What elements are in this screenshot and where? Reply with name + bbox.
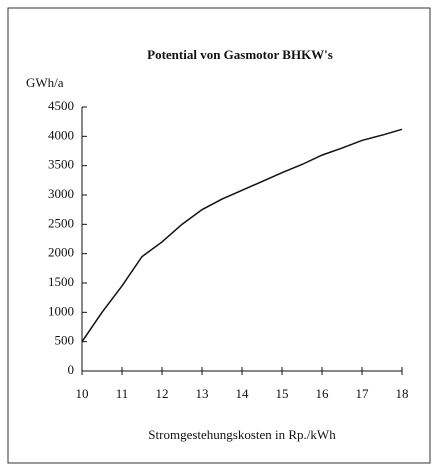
y-tick-label: 2500 <box>48 215 74 230</box>
y-tick-label: 1500 <box>48 274 74 289</box>
x-tick-label: 17 <box>356 386 370 401</box>
x-tick-label: 12 <box>156 386 169 401</box>
y-axis-label: GWh/a <box>26 75 64 90</box>
x-tick-label: 11 <box>116 386 129 401</box>
y-tick-label: 0 <box>68 362 75 377</box>
y-tick-label: 3000 <box>48 186 74 201</box>
x-tick-label: 16 <box>316 386 330 401</box>
y-tick-label: 1000 <box>48 303 74 318</box>
y-tick-label: 500 <box>55 333 75 348</box>
x-axis-label: Stromgestehungskosten in Rp./kWh <box>148 427 336 442</box>
chart-title: Potential von Gasmotor BHKW's <box>147 47 333 62</box>
x-tick-label: 18 <box>396 386 409 401</box>
y-tick-label: 4500 <box>48 98 74 113</box>
x-tick-label: 10 <box>76 386 89 401</box>
frame <box>7 7 431 464</box>
line <box>81 128 403 343</box>
x-tick-label: 13 <box>196 386 209 401</box>
y-tick-label: 2000 <box>48 245 74 260</box>
y-tick-label: 4000 <box>48 127 74 142</box>
x-tick-label: 15 <box>276 386 289 401</box>
y-tick-label: 3500 <box>48 157 74 172</box>
x-tick-label: 14 <box>236 386 250 401</box>
